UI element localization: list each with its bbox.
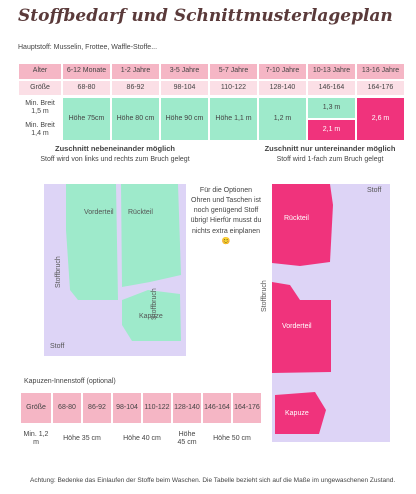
header-cell: 10-13 Jahre xyxy=(307,63,356,80)
note: Für die Optionen Ohren und Taschen ist n… xyxy=(190,187,262,245)
header-cell: 3-5 Jahre xyxy=(160,63,209,80)
row-label: Min. Breit 1,4 m xyxy=(18,119,62,141)
subtitle: Hauptstoff: Musselin, Frottee, Waffle-St… xyxy=(18,44,158,51)
heading: Zuschnitt nur untereinander möglich xyxy=(264,144,396,153)
title: Stoffbedarf und Schnittmusterlageplan xyxy=(18,6,393,26)
piece-label: Kapuze xyxy=(285,410,309,417)
header-cell: 86-92 xyxy=(82,392,112,424)
size-cell: 86-92 xyxy=(111,80,160,96)
piece-label: Rückteil xyxy=(284,215,309,222)
size-cell: Größe xyxy=(18,80,62,96)
piece-back xyxy=(121,184,181,287)
piece-label: Kapuze xyxy=(139,313,163,320)
fabric-cell: Höhe 90 cm xyxy=(160,97,209,141)
header-cell: 7-10 Jahre xyxy=(258,63,307,80)
heading: Zuschnitt nebeneinander möglich xyxy=(54,144,175,153)
fabric-cell: Höhe 1,1 m xyxy=(209,97,258,141)
size-cell: 164-176 xyxy=(356,80,405,96)
piece-front xyxy=(66,184,118,300)
header-cell: 128-140 xyxy=(172,392,202,424)
size-cell: 128-140 xyxy=(258,80,307,96)
hood-cell: Höhe 35 cm xyxy=(52,424,112,454)
fold-label: Stoffbruch xyxy=(261,280,268,312)
piece-label: Vorderteil xyxy=(84,209,114,216)
piece-hood xyxy=(122,290,181,341)
header-cell: 1-2 Jahre xyxy=(111,63,160,80)
fabric-cell: 2,6 m xyxy=(356,97,405,141)
piece-back xyxy=(272,184,333,266)
header-cell: 68-80 xyxy=(52,392,82,424)
subheading: Stoff wird 1-fach zum Bruch gelegt xyxy=(276,156,384,163)
size-cell: 98-104 xyxy=(160,80,209,96)
size-cell: 68-80 xyxy=(62,80,111,96)
piece-label: Vorderteil xyxy=(282,323,312,330)
hood-cell: Höhe 40 cm xyxy=(112,424,172,454)
header-cell: Alter xyxy=(18,63,62,80)
fold-label: Stoffbruch xyxy=(55,256,62,288)
piece-label: Rückteil xyxy=(128,209,153,216)
header-cell: 13-16 Jahre xyxy=(356,63,405,80)
piece-front xyxy=(272,282,331,373)
header-cell: 5-7 Jahre xyxy=(209,63,258,80)
subheading: Stoff wird von links und rechts zum Bruc… xyxy=(40,156,190,163)
hood-cell: Höhe 45 cm xyxy=(172,424,202,454)
header-cell: Größe xyxy=(20,392,52,424)
header-cell: 6-12 Monate xyxy=(62,63,111,80)
footer: Achtung: Bedenke das Einlaufen der Stoff… xyxy=(30,477,396,484)
fabric-cell: Höhe 75cm xyxy=(62,97,111,141)
fabric-cell: 1,3 m xyxy=(307,97,356,119)
fabric-label: Stoff xyxy=(367,187,381,194)
hood-title: Kapuzen-Innenstoff (optional) xyxy=(24,378,116,385)
size-cell: 110-122 xyxy=(209,80,258,96)
fabric-cell: Höhe 80 cm xyxy=(111,97,160,141)
hood-cell: Höhe 50 cm xyxy=(202,424,262,454)
header-cell: 98-104 xyxy=(112,392,142,424)
header-cell: 146-164 xyxy=(202,392,232,424)
header-cell: 164-176 xyxy=(232,392,262,424)
piece-hood xyxy=(275,392,326,434)
fabric-label: Stoff xyxy=(50,343,64,350)
row-label: Min. Breit 1,5 m xyxy=(18,97,62,119)
header-cell: 110-122 xyxy=(142,392,172,424)
row-label: Min. 1,2 m xyxy=(20,424,52,454)
fabric-cell: 1,2 m xyxy=(258,97,307,141)
fabric-cell: 2,1 m xyxy=(307,119,356,141)
size-cell: 146-164 xyxy=(307,80,356,96)
fold-label: Stoffbruch xyxy=(151,288,158,320)
